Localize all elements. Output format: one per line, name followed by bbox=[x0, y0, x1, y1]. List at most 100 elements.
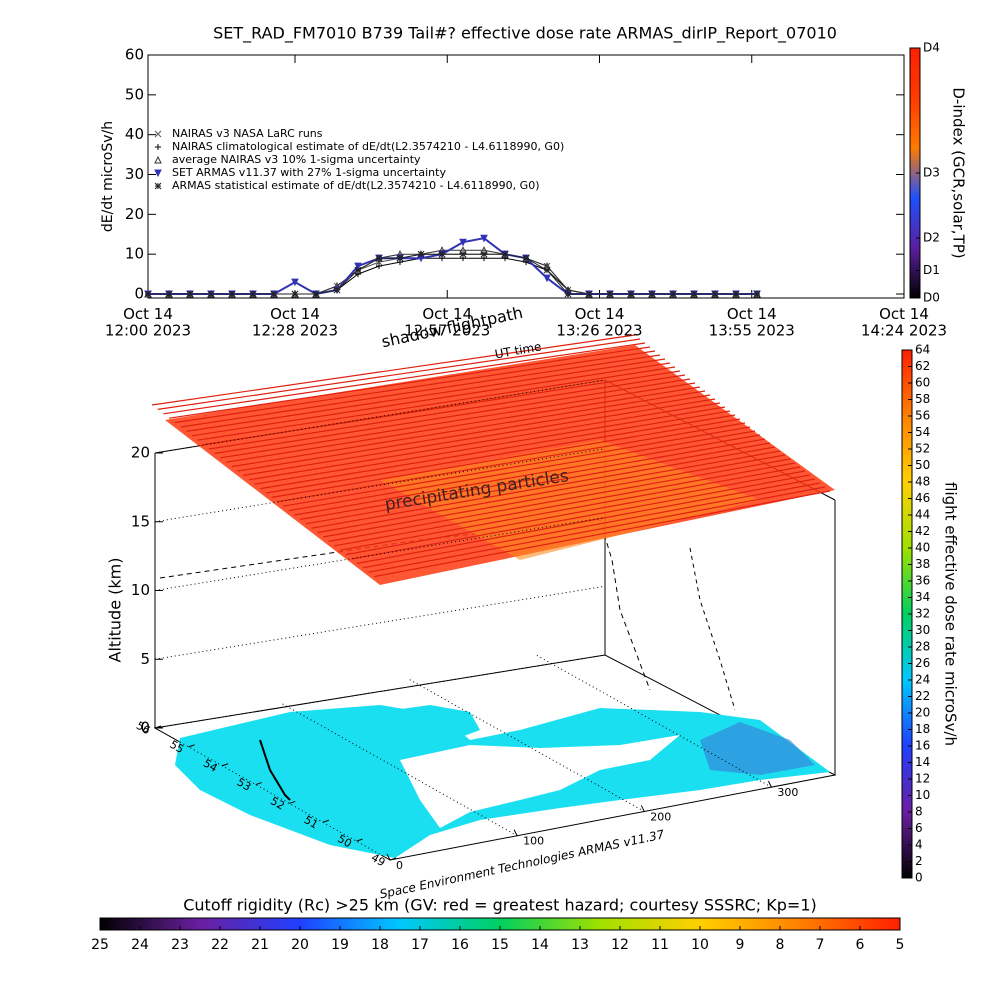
marker bbox=[186, 290, 194, 298]
marker bbox=[690, 290, 698, 298]
slab-line bbox=[203, 370, 681, 446]
grid-line bbox=[536, 654, 772, 788]
colorbar-tick-label: 8 bbox=[776, 937, 785, 953]
lat-tick bbox=[255, 782, 262, 786]
slab-line bbox=[357, 478, 816, 564]
colorbar-tick-label: 54 bbox=[915, 425, 930, 439]
slab-line bbox=[157, 338, 641, 410]
precipitation-slab bbox=[151, 334, 835, 585]
slab-line bbox=[368, 486, 826, 573]
x-tick-label: Oct 14 12:57 2023 bbox=[404, 305, 490, 340]
grid-line bbox=[281, 703, 518, 837]
lat-tick-label: 49 bbox=[369, 851, 388, 869]
colorbar-tick-label: 60 bbox=[915, 376, 930, 390]
slab-line bbox=[277, 422, 746, 503]
grid-line bbox=[409, 678, 645, 812]
colorbar-tick-label: 58 bbox=[915, 392, 930, 406]
slab-line bbox=[231, 390, 706, 468]
y-tick-label: 0 bbox=[134, 285, 144, 303]
marker bbox=[564, 290, 572, 298]
colorbar-tick-label: 20 bbox=[291, 937, 309, 953]
colorbar-tick-label: D2 bbox=[923, 231, 940, 245]
colorbar-tick-label: 11 bbox=[651, 937, 669, 953]
slab-line bbox=[328, 458, 791, 542]
x-tick-label: Oct 14 12:28 2023 bbox=[252, 305, 338, 340]
slab-line bbox=[186, 358, 666, 432]
y-tick-label: 15 bbox=[131, 512, 150, 530]
lat-tick bbox=[289, 800, 296, 804]
x-tick-label: Oct 14 14:24 2023 bbox=[861, 305, 947, 340]
map-sea bbox=[400, 735, 680, 828]
slab-line bbox=[191, 362, 671, 437]
x-tick-label: Oct 14 13:26 2023 bbox=[556, 305, 642, 340]
colorbar-tick-label: 52 bbox=[915, 442, 930, 456]
slab-line bbox=[169, 346, 651, 419]
marker bbox=[501, 250, 509, 258]
slab-line bbox=[294, 434, 761, 516]
slab-line bbox=[345, 470, 806, 556]
colorbar-tick-label: 48 bbox=[915, 475, 930, 489]
slab-line bbox=[248, 402, 721, 481]
colorbar-tick-label: D1 bbox=[923, 263, 940, 277]
colorbar-tick-label: 16 bbox=[915, 739, 930, 753]
colorbar-tick-label: 21 bbox=[251, 937, 269, 953]
colorbar-tick-label: 8 bbox=[915, 805, 923, 819]
colorbar-tick-label: D0 bbox=[923, 291, 940, 305]
legend-label: ARMAS statistical estimate of dE/dt(L2.3… bbox=[172, 179, 539, 192]
flight-ground-track bbox=[259, 739, 291, 801]
slab-line bbox=[214, 378, 691, 454]
annotation: UT time bbox=[494, 339, 543, 361]
x-tick bbox=[513, 829, 518, 836]
colorbar-tick-label: 32 bbox=[915, 607, 930, 621]
slab-line bbox=[208, 374, 686, 450]
colorbar-tick-label: 22 bbox=[211, 937, 229, 953]
marker bbox=[396, 254, 404, 262]
colorbar-tick-label: 40 bbox=[915, 541, 930, 555]
lat-tick bbox=[356, 838, 363, 842]
colorbar-tick-label: 20 bbox=[915, 706, 930, 720]
colorbar-tick-label: 10 bbox=[691, 937, 709, 953]
colorbar-title: Cutoff rigidity (Rc) >25 km (GV: red = g… bbox=[183, 896, 817, 915]
marker bbox=[543, 266, 551, 274]
lat-tick-label: 50 bbox=[335, 832, 354, 850]
y-tick-label: 50 bbox=[125, 85, 144, 103]
slab-line bbox=[351, 474, 811, 560]
marker bbox=[732, 290, 740, 298]
slab-line bbox=[226, 386, 701, 463]
lat-tick-label: 52 bbox=[268, 794, 287, 812]
marker bbox=[165, 290, 173, 298]
marker bbox=[144, 290, 152, 298]
y-tick-label: 20 bbox=[131, 444, 150, 462]
legend-label: NAIRAS climatological estimate of dE/dt(… bbox=[172, 140, 564, 153]
colorbar-tick-label: 36 bbox=[915, 574, 930, 588]
colorbar-tick-label: 4 bbox=[915, 838, 923, 852]
colorbar-tick-label: 56 bbox=[915, 409, 930, 423]
colorbar-title: D-index (GCR,solar,TP) bbox=[950, 87, 968, 258]
lat-tick-label: 54 bbox=[201, 757, 220, 775]
slab-line bbox=[163, 342, 646, 415]
legend-marker bbox=[154, 182, 162, 190]
colorbar-tick-label: 18 bbox=[371, 937, 389, 953]
colorbar-tick-label: 19 bbox=[331, 937, 349, 953]
slab-line bbox=[305, 442, 771, 525]
marker bbox=[606, 290, 614, 298]
marker bbox=[480, 250, 488, 258]
series-line bbox=[148, 249, 757, 295]
y-tick-label: 40 bbox=[125, 125, 144, 143]
colorbar-tick-label: 14 bbox=[531, 937, 549, 953]
colorbar-tick-label: 23 bbox=[171, 937, 189, 953]
slab-line bbox=[317, 450, 781, 534]
marker bbox=[375, 254, 383, 262]
lat-tick bbox=[188, 744, 195, 748]
map-coast bbox=[700, 722, 815, 775]
slab-line bbox=[339, 466, 801, 551]
series-line bbox=[148, 257, 757, 295]
colorbar-tick-label: 17 bbox=[411, 937, 429, 953]
colorbar-tick-label: 46 bbox=[915, 491, 930, 505]
x-tick bbox=[767, 780, 772, 788]
slab-line bbox=[288, 430, 756, 512]
colorbar-title: flight effective dose rate microSv/h bbox=[942, 482, 960, 746]
colorbar-tick-label: 50 bbox=[915, 458, 930, 472]
x-tick-label: 0 bbox=[396, 859, 403, 872]
y-tick-label: 10 bbox=[125, 245, 144, 263]
